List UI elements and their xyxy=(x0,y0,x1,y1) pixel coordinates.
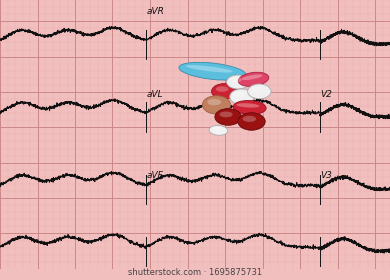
Ellipse shape xyxy=(179,62,246,80)
Text: V2: V2 xyxy=(320,90,331,99)
Ellipse shape xyxy=(248,84,271,99)
Ellipse shape xyxy=(241,74,262,80)
Ellipse shape xyxy=(230,78,242,82)
Ellipse shape xyxy=(234,92,246,97)
Text: aVR: aVR xyxy=(146,7,164,16)
Ellipse shape xyxy=(209,125,228,135)
Ellipse shape xyxy=(238,72,269,86)
Ellipse shape xyxy=(211,84,237,99)
Ellipse shape xyxy=(216,86,229,92)
Ellipse shape xyxy=(238,113,265,130)
Ellipse shape xyxy=(236,103,259,108)
Ellipse shape xyxy=(202,96,230,114)
Ellipse shape xyxy=(243,116,256,122)
Ellipse shape xyxy=(186,65,233,73)
Text: aVF: aVF xyxy=(146,171,163,180)
Text: aVL: aVL xyxy=(146,90,163,99)
Ellipse shape xyxy=(215,109,241,125)
Text: V3: V3 xyxy=(320,171,331,180)
Ellipse shape xyxy=(212,127,222,131)
Ellipse shape xyxy=(230,89,254,104)
Ellipse shape xyxy=(220,111,233,117)
Text: shutterstock.com · 1695875731: shutterstock.com · 1695875731 xyxy=(128,268,262,277)
Ellipse shape xyxy=(233,101,266,115)
Ellipse shape xyxy=(227,75,249,89)
Ellipse shape xyxy=(207,99,221,105)
Ellipse shape xyxy=(252,87,263,92)
